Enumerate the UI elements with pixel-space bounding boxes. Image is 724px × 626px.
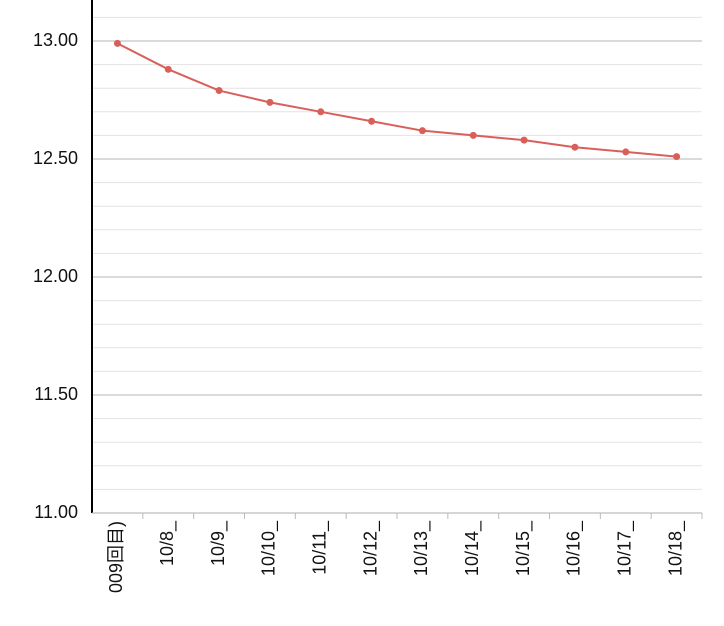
line	[116, 42, 677, 158]
y-tick-label: 11.00	[34, 502, 78, 522]
x-tick-label: 10/9_	[208, 520, 229, 566]
point	[368, 117, 376, 125]
x-tick-label: 10/14_	[462, 520, 483, 576]
point	[317, 108, 325, 116]
point	[215, 87, 223, 95]
point	[113, 39, 121, 47]
x-tick-label: 10/11_	[310, 520, 331, 575]
point	[571, 143, 579, 151]
point	[673, 153, 681, 161]
point	[622, 148, 630, 156]
point	[520, 136, 528, 144]
x-tick-label: 009回目)	[106, 521, 126, 593]
x-tick-label: 10/18_	[665, 520, 686, 576]
point	[418, 127, 426, 135]
x-tick-label: 10/13_	[411, 520, 432, 576]
x-tick-label: 10/15_	[513, 520, 534, 576]
point	[164, 65, 172, 73]
y-tick-label: 12.00	[33, 266, 78, 286]
point	[266, 98, 274, 106]
x-tick-label: 10/10_	[259, 520, 280, 576]
x-tick-label: 10/8_	[157, 520, 178, 566]
x-tick-label: 10/17_	[615, 520, 636, 576]
y-tick-label: 13.00	[33, 30, 78, 50]
y-tick-label: 11.50	[34, 384, 78, 404]
x-tick-label: 10/16_	[564, 520, 585, 576]
point	[469, 131, 477, 139]
y-tick-label: 12.50	[33, 148, 78, 168]
x-tick-label: 10/12_	[360, 520, 381, 576]
